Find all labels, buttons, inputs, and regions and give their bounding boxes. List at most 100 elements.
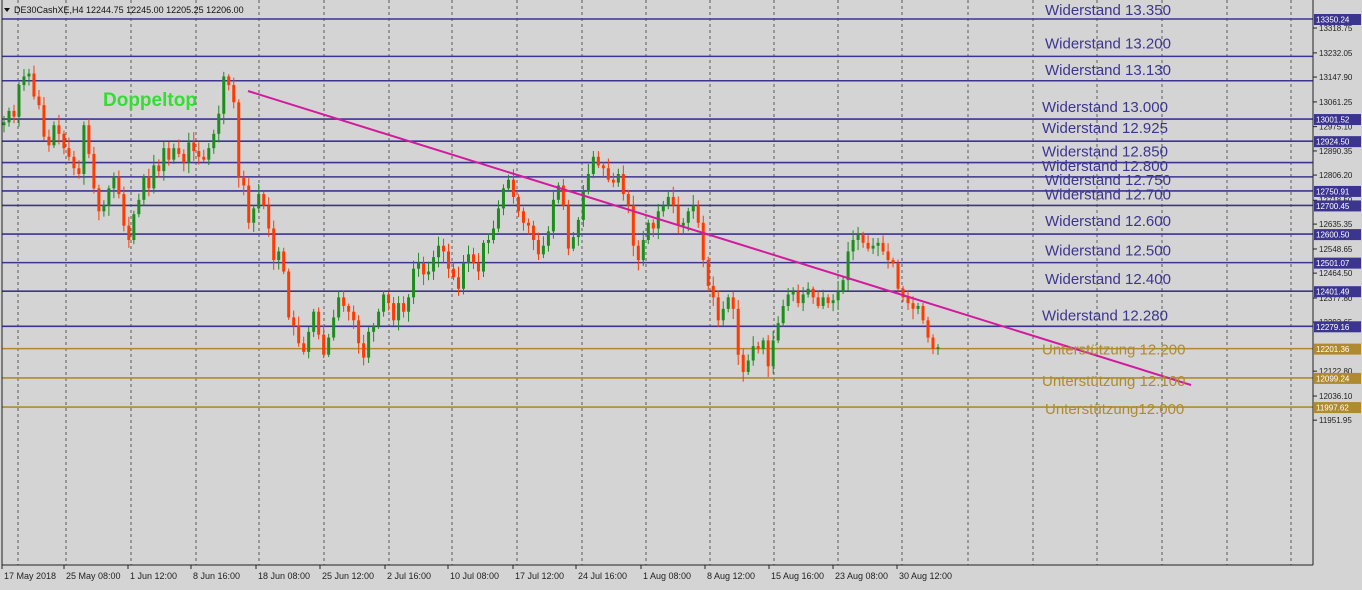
candle	[217, 105, 221, 143]
candle-body	[471, 254, 475, 263]
candle	[566, 199, 570, 256]
candle-body	[62, 133, 66, 149]
candle	[327, 333, 331, 358]
candle	[841, 276, 845, 294]
candle	[292, 310, 296, 336]
candle-body	[72, 156, 76, 169]
candle	[546, 226, 550, 252]
candle-body	[377, 311, 381, 327]
candle	[362, 334, 366, 366]
candle	[516, 194, 520, 217]
candle	[177, 139, 181, 158]
candle	[232, 77, 236, 109]
candle	[581, 184, 585, 227]
candle-body	[741, 354, 745, 372]
candle	[72, 150, 76, 176]
candle	[252, 205, 256, 232]
candle	[312, 308, 316, 338]
candle	[646, 219, 650, 245]
candle-body	[412, 268, 416, 298]
candle-body	[352, 311, 356, 321]
candle	[2, 115, 6, 133]
candle	[816, 291, 820, 309]
candle-body	[342, 297, 346, 306]
candle	[736, 300, 740, 365]
candle-body	[442, 245, 446, 252]
candle-body	[816, 297, 820, 306]
candle	[741, 348, 745, 382]
candle-body	[262, 194, 266, 206]
candle-body	[382, 294, 386, 312]
level-label: Widerstand 13.200	[1045, 35, 1171, 52]
candle	[811, 286, 815, 304]
candle	[187, 132, 191, 174]
price-tag	[1314, 257, 1361, 269]
candle	[382, 290, 386, 317]
candle	[332, 309, 336, 341]
candle-body	[721, 308, 725, 321]
price-tag-label: 13350.24	[1316, 16, 1350, 25]
candle	[452, 262, 456, 281]
candle	[437, 236, 441, 268]
price-tag-label: 12401.49	[1316, 288, 1350, 297]
price-tag	[1314, 229, 1361, 241]
candle-body	[486, 239, 490, 243]
candle-body	[132, 214, 136, 240]
candle-body	[447, 251, 451, 269]
candle-body	[611, 179, 615, 183]
y-tick-label: 12464.50	[1319, 269, 1353, 278]
candle-body	[57, 125, 61, 134]
candle	[541, 236, 545, 259]
candle	[531, 220, 535, 251]
candle	[826, 294, 830, 309]
price-tag	[1314, 114, 1361, 126]
candle-body	[881, 242, 885, 252]
candle-body	[282, 251, 286, 272]
candle-body	[437, 245, 441, 258]
candle	[751, 336, 755, 366]
candle	[142, 174, 146, 206]
candle-body	[541, 245, 545, 255]
candle-body	[771, 340, 775, 367]
candle	[801, 287, 805, 312]
level-label: Widerstand 12.280	[1042, 307, 1168, 324]
candle-body	[821, 297, 825, 306]
candle	[776, 316, 780, 344]
price-tag-label: 12750.91	[1316, 187, 1350, 196]
candle	[427, 261, 431, 281]
candle-body	[92, 153, 96, 189]
candle	[152, 154, 156, 194]
candle-body	[516, 196, 520, 212]
candle	[42, 97, 46, 141]
price-tag-label: 12501.07	[1316, 259, 1350, 268]
candle-body	[671, 196, 675, 206]
x-tick-label: 25 May 08:00	[66, 571, 121, 581]
candle-body	[267, 205, 271, 229]
candle-body	[277, 251, 281, 261]
candle-body	[701, 222, 705, 261]
candle-body	[432, 257, 436, 272]
candle	[277, 247, 281, 270]
candle-body	[886, 251, 890, 261]
candle	[711, 276, 715, 307]
candle-body	[12, 110, 16, 117]
candle	[107, 185, 111, 216]
level-label: Widerstand 13.350	[1045, 2, 1171, 19]
candle-body	[761, 340, 765, 350]
y-tick-label: 12890.35	[1319, 147, 1353, 156]
candle	[731, 291, 735, 320]
level-label: Widerstand 12.800	[1042, 158, 1168, 175]
candle-body	[462, 262, 466, 289]
candle	[501, 184, 505, 216]
candle	[442, 238, 446, 263]
price-tag	[1314, 200, 1361, 212]
y-tick-label: 12975.10	[1319, 123, 1353, 132]
candle-body	[102, 205, 106, 212]
candle-body	[212, 133, 216, 149]
candle	[372, 323, 376, 342]
candle	[392, 297, 396, 326]
chevron-down-icon[interactable]	[4, 8, 10, 12]
